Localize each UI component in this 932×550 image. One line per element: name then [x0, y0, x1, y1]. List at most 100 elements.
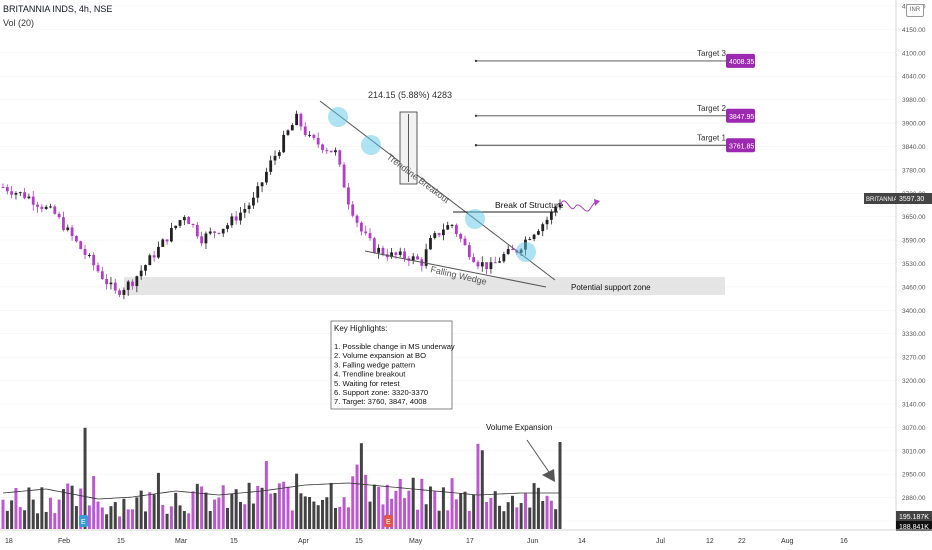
- candle-body: [398, 251, 402, 255]
- volume-bar: [290, 510, 294, 529]
- candle-body: [234, 216, 238, 221]
- candle-body: [347, 187, 350, 205]
- volume-bar: [66, 483, 70, 529]
- volume-bar: [472, 494, 476, 529]
- price-tick-label: 2950.00: [902, 472, 926, 479]
- price-tick-label: 3900.00: [902, 121, 926, 128]
- dividend-marker-text: E: [386, 519, 391, 526]
- candle-body: [87, 254, 91, 256]
- volume-bar: [437, 510, 441, 529]
- volume-bar: [165, 513, 169, 529]
- volume-bar: [359, 443, 363, 529]
- volume-bar: [295, 473, 299, 529]
- target-label: Target 2: [697, 104, 726, 113]
- price-tick-label: 3780.00: [902, 167, 926, 174]
- volume-bar: [506, 502, 510, 529]
- candle-body: [260, 182, 264, 187]
- volume-bar: [277, 483, 281, 529]
- trendline-upper[interactable]: [319, 100, 556, 281]
- candle-body: [105, 279, 109, 285]
- target-label: Target 1: [697, 133, 726, 142]
- time-tick-label: 22: [738, 538, 746, 545]
- highlight-circle: [465, 209, 485, 229]
- candle-body: [126, 281, 130, 290]
- volume-bar: [178, 505, 182, 529]
- candle-body: [454, 224, 458, 234]
- volume-bar: [528, 507, 532, 529]
- price-tick-label: 4040.00: [902, 74, 926, 81]
- candle-body: [239, 212, 242, 221]
- time-axis[interactable]: 18 Feb 15 Mar 15 Apr 15 May 17 Jun 14 Jul 12 22 Aug 16: [5, 538, 848, 545]
- key-highlights-box: Key Highlights: 1. Possible change in MS…: [330, 320, 455, 410]
- volume-bar: [282, 481, 286, 529]
- volume-bar: [381, 504, 385, 529]
- price-axis[interactable]: 4210.004150.004100.004040.003980.003900.…: [902, 4, 926, 526]
- grid-lines: [0, 5, 896, 522]
- time-tick-label: 18: [5, 538, 13, 545]
- candle-body: [403, 251, 406, 259]
- volume-bar: [256, 485, 260, 529]
- volume-bar: [329, 482, 333, 529]
- volume-ma-line: [2, 482, 560, 500]
- candle-body: [44, 206, 48, 209]
- candle-body: [62, 217, 65, 231]
- volume-bar: [92, 475, 96, 529]
- volume-bar: [195, 483, 199, 529]
- candle-body: [187, 217, 191, 225]
- candle-body: [416, 256, 419, 260]
- volume-bar: [338, 506, 342, 529]
- projected-path-arrow: [594, 199, 600, 206]
- currency-button[interactable]: INR: [906, 4, 924, 17]
- key-highlight-item: 3. Falling wedge pattern: [334, 360, 415, 369]
- time-tick-label: May: [409, 538, 423, 545]
- volume-bar: [394, 490, 398, 529]
- candle-body: [467, 245, 471, 258]
- volume-bar: [5, 510, 9, 529]
- volume-expansion-label: Volume Expansion: [486, 423, 552, 432]
- volume-bar: [191, 491, 195, 529]
- volume-bar: [303, 496, 307, 529]
- candle-body: [463, 238, 467, 246]
- volume-bar: [213, 499, 217, 529]
- price-tick-label: 2880.00: [902, 495, 926, 502]
- candle-body: [506, 249, 510, 255]
- volume-bar: [148, 492, 152, 529]
- volume-bar: [480, 450, 484, 529]
- volume-bar: [308, 496, 312, 529]
- candle-body: [213, 231, 216, 233]
- highlight-circles: [328, 107, 536, 262]
- candle-body: [446, 225, 450, 230]
- volume-bar: [411, 477, 415, 529]
- highlight-circle: [361, 135, 381, 155]
- price-tick-label: 3650.00: [902, 214, 926, 221]
- support-zone-rect: [124, 277, 725, 295]
- candle-body: [217, 232, 221, 234]
- candle-body: [221, 228, 225, 234]
- volume-bar: [230, 493, 234, 529]
- candle-body: [502, 254, 506, 262]
- candle-body: [247, 205, 251, 210]
- candle-body: [325, 150, 329, 152]
- candle-body: [70, 227, 74, 237]
- candle-body: [161, 239, 165, 247]
- candle-body: [381, 247, 385, 255]
- volume-bar: [208, 511, 212, 529]
- volume-bar: [238, 502, 242, 529]
- candle-body: [252, 197, 255, 206]
- volume-bar: [454, 499, 458, 529]
- highlight-circle: [516, 242, 536, 262]
- measure-label: 214.15 (5.88%) 4283: [368, 90, 452, 100]
- price-tick-label: 3530.00: [902, 261, 926, 268]
- volume-bar: [273, 492, 277, 529]
- trendline-lower[interactable]: [364, 250, 547, 288]
- volume-tag-1: [896, 511, 932, 521]
- volume-bar: [269, 493, 273, 529]
- support-zone-label: Potential support zone: [571, 283, 651, 292]
- volume-bar: [152, 494, 156, 529]
- candle-body: [18, 192, 22, 194]
- target-value-badge: [726, 53, 755, 68]
- volume-bar: [403, 498, 407, 529]
- candle-body: [286, 130, 290, 135]
- earnings-marker-text: E: [81, 519, 86, 526]
